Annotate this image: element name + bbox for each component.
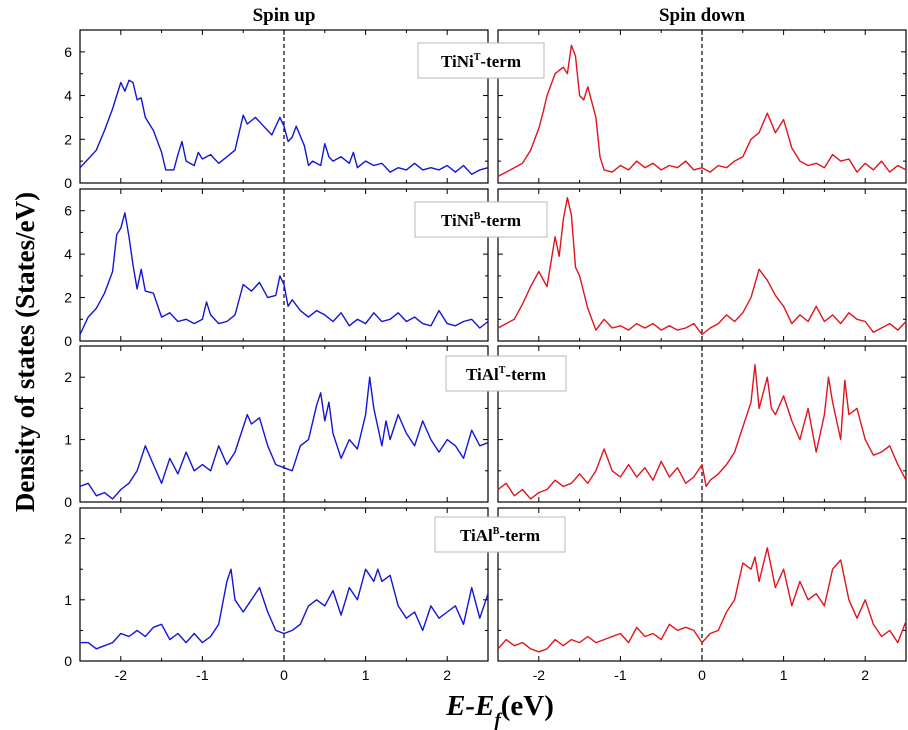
legend-box: TiNiT-term	[417, 42, 545, 79]
x-tick-label: -1	[614, 667, 627, 683]
legend-label-suffix: -term	[480, 52, 521, 71]
panel-4-spin-down: -2 -1 0 1 2	[497, 507, 907, 683]
y-tick-label: 0	[64, 494, 72, 510]
x-axis-label-unit: (eV)	[501, 690, 554, 722]
y-tick-label: 0	[64, 653, 72, 669]
x-tick-label: 0	[280, 667, 288, 683]
legend-label-sup: B	[493, 526, 500, 537]
y-tick-label: 4	[64, 246, 72, 262]
panel-3-spin-down	[497, 345, 907, 503]
y-tick-label: 0	[64, 333, 72, 349]
y-tick-label: 4	[64, 88, 72, 104]
x-tick-label: 1	[780, 667, 788, 683]
legend-frame	[414, 201, 548, 238]
dos-curve-spin-up	[80, 568, 489, 650]
x-tick-label: 2	[443, 667, 451, 683]
column-title-spin-down: Spin down	[659, 5, 746, 26]
panel-4-spin-up: 0 1 2 -2 -1 0 1 2	[64, 507, 489, 683]
y-tick-label: 1	[64, 592, 72, 608]
legend-box: TiAlT-term	[445, 355, 567, 392]
x-axis-label: E-Ef(eV)	[445, 690, 554, 730]
legend-label: TiNiB-term	[441, 211, 521, 230]
y-tick-label: 2	[64, 290, 72, 306]
legend-box: TiAlB-term	[434, 516, 566, 553]
x-tick-label: 2	[861, 667, 869, 683]
legend-label: TiNiT-term	[441, 52, 521, 71]
y-tick-label: 1	[64, 432, 72, 448]
dos-curve-spin-down	[497, 197, 907, 336]
x-axis-label-sub: f	[494, 710, 502, 730]
legend-label-main: TiAl	[460, 526, 493, 545]
x-tick-label: -2	[115, 667, 128, 683]
panel-1: 0 2 4 6 TiNiT-term	[64, 29, 907, 191]
x-tick-label: -2	[533, 667, 546, 683]
dos-curve-spin-up	[79, 212, 489, 335]
y-tick-label: 6	[64, 44, 72, 60]
x-tick-label: 0	[698, 667, 706, 683]
legend-label-suffix: -term	[499, 526, 540, 545]
dos-curve-spin-up	[79, 79, 489, 175]
panel-3-spin-up: 0 1 2	[64, 345, 489, 510]
panel-1-spin-up: 0 2 4 6	[64, 29, 489, 191]
legend-label-sup: T	[474, 52, 481, 63]
y-axis-label: Density of states (States/eV)	[10, 192, 40, 512]
legend-label-suffix: -term	[480, 211, 521, 230]
panel-2-spin-down	[497, 188, 907, 342]
legend-label-main: TiNi	[441, 52, 474, 71]
legend-frame	[445, 355, 567, 392]
x-tick-label: 1	[362, 667, 370, 683]
column-title-spin-up: Spin up	[253, 5, 316, 26]
legend-label-main: TiNi	[441, 211, 474, 230]
legend-frame	[434, 516, 566, 553]
dos-curve-spin-up	[79, 376, 489, 500]
y-tick-label: 6	[64, 203, 72, 219]
x-axis-label-main: E-E	[445, 690, 494, 722]
legend-frame	[417, 42, 545, 79]
y-tick-label: 0	[64, 175, 72, 191]
dos-curve-spin-down	[497, 44, 907, 178]
legend-label: TiAlB-term	[460, 526, 540, 545]
y-tick-label: 2	[64, 131, 72, 147]
x-tick-label: -1	[196, 667, 209, 683]
legend-label-suffix: -term	[505, 365, 546, 384]
panel-3: 0 1 2 TiAlT-term	[64, 345, 907, 510]
panel-1-spin-down	[497, 29, 907, 184]
legend-label-main: TiAl	[466, 365, 499, 384]
panel-2: 0 2 4 6 TiNiB-term	[64, 188, 907, 349]
panel-4: 0 1 2 -2 -1 0 1 2 -2 -1 0 1 2 TiAlB-term	[64, 507, 907, 683]
y-tick-label: 2	[64, 369, 72, 385]
y-tick-label: 2	[64, 531, 72, 547]
legend-label: TiAlT-term	[466, 365, 546, 384]
legend-box: TiNiB-term	[414, 201, 548, 238]
dos-curve-spin-down	[497, 547, 907, 653]
dos-curve-spin-down	[497, 364, 907, 500]
legend-label-sup: B	[474, 211, 481, 222]
legend-label-sup: T	[499, 365, 506, 376]
